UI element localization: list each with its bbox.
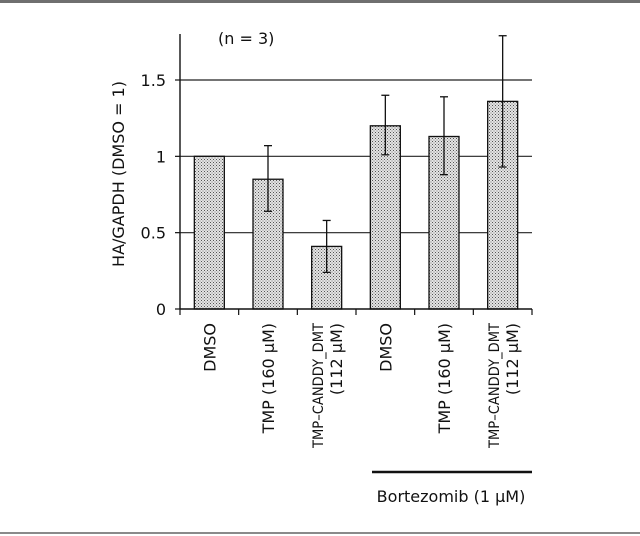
- y-tick-label-2: 1: [156, 147, 166, 166]
- group-label: Bortezomib (1 μM): [377, 487, 526, 506]
- axes: [175, 34, 532, 315]
- x-tick-label-2-0: TMP–CANDDY_DMT: [311, 323, 327, 449]
- y-tick-labels: 0 0.5 1 1.5: [141, 71, 166, 319]
- x-tick-label-4-0: TMP (160 μM): [435, 323, 454, 434]
- bar-0: [194, 156, 224, 309]
- x-tick-labels: DMSOTMP (160 μM)TMP–CANDDY_DMT(112 μM)DM…: [200, 323, 522, 449]
- bars: [194, 101, 517, 309]
- sample-size-annotation: (n = 3): [218, 29, 274, 48]
- y-axis-label: HA/GAPDH (DMSO = 1): [109, 81, 128, 267]
- x-tick-label-5-0: TMP–CANDDY_DMT: [487, 323, 503, 449]
- gridlines: [180, 80, 532, 233]
- y-tick-label-0: 0: [156, 300, 166, 319]
- x-tick-label-3-0: DMSO: [376, 323, 395, 372]
- x-tick-label-2-1: (112 μM): [327, 323, 346, 395]
- x-tick-label-0-0: DMSO: [200, 323, 219, 372]
- y-tick-label-3: 1.5: [141, 71, 166, 90]
- x-tick-label-5-1: (112 μM): [503, 323, 522, 395]
- x-tick-label-1-0: TMP (160 μM): [259, 323, 278, 434]
- y-tick-label-1: 0.5: [141, 224, 166, 243]
